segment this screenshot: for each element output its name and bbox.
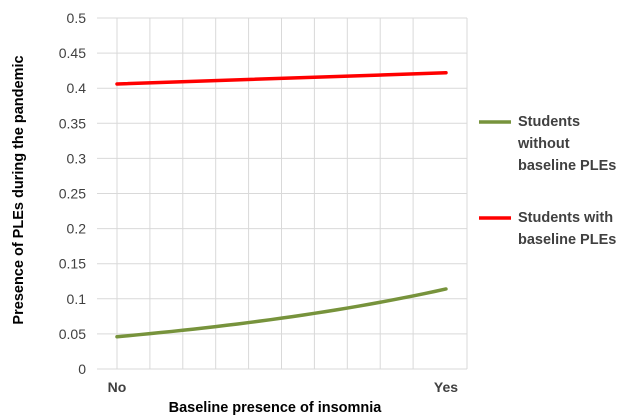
series-lines: [115, 71, 448, 339]
y-tick-label: 0.2: [67, 221, 87, 237]
legend-label-line: without: [517, 136, 570, 152]
series-line: [115, 287, 448, 339]
series-line: [115, 71, 448, 86]
y-tick-label: 0.4: [67, 80, 87, 96]
x-tick-label: No: [108, 379, 127, 395]
y-tick-label: 0.3: [67, 150, 87, 166]
y-axis-title: Presence of PLEs during the pandemic: [11, 55, 27, 324]
legend-label-line: baseline PLEs: [518, 232, 616, 248]
y-tick-label: 0.15: [59, 256, 86, 272]
x-tick-label: Yes: [434, 379, 458, 395]
legend-label-line: Students: [518, 114, 580, 130]
y-tick-label: 0.25: [59, 186, 86, 202]
x-axis-title: Baseline presence of insomnia: [169, 400, 383, 416]
legend-label-line: baseline PLEs: [518, 158, 616, 174]
y-tick-label: 0.1: [67, 291, 87, 307]
legend-label-line: Students with: [518, 210, 613, 226]
y-tick-labels: 0 0.05 0.1 0.15 0.2 0.25 0.3 0.35 0.4 0.45 0.5: [59, 10, 86, 377]
y-tick-label: 0: [78, 361, 86, 377]
y-tick-label: 0.05: [59, 326, 86, 342]
y-tick-label: 0.35: [59, 115, 86, 131]
x-tick-labels: No Yes: [108, 379, 459, 395]
legend: Students without baseline PLEs Students wit…: [479, 114, 616, 248]
y-tick-label: 0.5: [67, 10, 87, 26]
y-tick-label: 0.45: [59, 45, 86, 61]
grid: [97, 17, 468, 370]
